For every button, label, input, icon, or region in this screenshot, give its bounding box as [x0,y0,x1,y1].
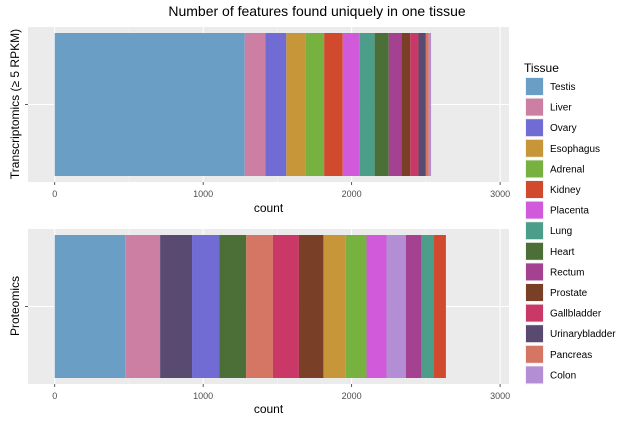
legend-label: Pancreas [550,350,592,361]
legend-swatch [526,222,543,240]
bar-segment-lung [421,235,435,378]
legend: Tissue Testis Liver Ovary Esophagus Adrenal K… [524,61,616,385]
legend-swatch [526,119,543,137]
legend-item-pancreas: Pancreas [525,344,592,364]
legend-item-prostate: Prostate [525,283,588,302]
bar-segment-ovary [265,33,287,176]
bar-segment-prostate [298,235,324,378]
legend-swatch [526,345,543,363]
legend-item-rectum: Rectum [525,262,584,282]
legend-swatch [526,284,543,301]
x-tick-label: 0 [52,189,57,199]
bar-segment-testis [54,33,245,176]
legend-swatch [526,304,543,322]
legend-swatch [526,325,543,343]
bar-segment-rectum [405,235,422,378]
legend-swatch [526,78,543,95]
legend-swatch [526,366,543,384]
panel-2: 0 1000 2000 3000 count Proteomics [8,229,510,416]
x-tick-label: 2000 [342,391,362,401]
legend-item-ovary: Ovary [525,118,577,138]
x-tick-label: 2000 [342,189,362,199]
x-tick-label: 1000 [193,391,213,401]
legend-label: Urinarybladder [550,329,616,340]
bar-segment-kidney [434,235,446,378]
bar-segment-esophagus [323,235,346,378]
x-tick-label: 3000 [490,391,510,401]
legend-label: Esophagus [550,144,600,155]
legend-item-esophagus: Esophagus [525,138,600,158]
legend-item-gallbladder: Gallbladder [525,303,602,323]
legend-title: Tissue [524,61,559,75]
legend-label: Kidney [550,185,581,196]
bar-segment-rectum [388,33,402,176]
legend-item-urinarybladder: Urinarybladder [525,324,616,344]
bar-segment-adrenal [345,235,367,378]
bar-segment-gallbladder [410,33,419,176]
legend-label: Adrenal [550,164,584,175]
legend-item-colon: Colon [525,365,576,385]
legend-swatch [526,181,543,198]
legend-swatch [526,263,543,281]
bar-segment-colon [386,235,406,378]
bar-segment-urinarybladder [160,235,193,378]
x-axis-title: count [254,201,284,215]
x-tick-label: 1000 [193,189,213,199]
legend-label: Lung [550,226,572,237]
legend-swatch [526,160,543,178]
y-axis-title: Transcriptomics (≥ 5 RPKM) [8,29,22,179]
legend-items: Testis Liver Ovary Esophagus Adrenal Kidney Pl… [525,77,616,385]
bar-segment-pancreas [246,235,273,378]
legend-swatch [526,242,543,260]
chart-title: Number of features found uniquely in one… [168,3,466,19]
bar-segment-lung [359,33,375,176]
bar-segment-heart [219,235,247,378]
bar-segment-adrenal [305,33,325,176]
bar-segment-liver [125,235,161,378]
panels: 0 1000 2000 3000 count Transcriptomics (≥ 5 R… [8,27,510,416]
legend-item-lung: Lung [525,221,572,241]
x-tick-label: 0 [52,391,57,401]
bar-segment-placenta [342,33,360,176]
legend-item-kidney: Kidney [525,180,581,199]
y-axis-title: Proteomics [8,276,22,336]
bar-segment-liver [244,33,266,176]
bar-segment-ovary [192,235,220,378]
bar-segment-testis [54,235,126,378]
bar-segment-prostate [401,33,411,176]
legend-swatch [526,201,543,219]
x-axis-title: count [254,402,284,416]
legend-swatch [526,98,543,116]
legend-label: Testis [550,82,576,93]
legend-swatch [526,139,543,157]
bar-segment-urinarybladder [418,33,426,176]
legend-item-placenta: Placenta [525,200,589,220]
legend-label: Heart [550,247,575,258]
x-tick-label: 3000 [490,189,510,199]
bar-segment-placenta [366,235,387,378]
bar-segment-pancreas [425,33,429,176]
bar-segment-heart [374,33,389,176]
legend-item-adrenal: Adrenal [525,159,584,179]
legend-item-liver: Liver [525,97,572,117]
bar-segment-esophagus [286,33,306,176]
legend-item-heart: Heart [525,241,575,261]
panel-1: 0 1000 2000 3000 count Transcriptomics (≥ 5 R… [8,27,510,215]
legend-label: Gallbladder [550,309,602,320]
legend-label: Rectum [550,267,584,278]
bar-segment-colon [428,33,432,176]
legend-label: Colon [550,370,576,381]
legend-item-testis: Testis [525,77,576,96]
legend-label: Prostate [550,288,588,299]
legend-label: Placenta [550,206,589,217]
bar-segment-kidney [324,33,343,176]
legend-label: Ovary [550,123,577,134]
bar-segment-gallbladder [272,235,299,378]
legend-label: Liver [550,103,572,114]
